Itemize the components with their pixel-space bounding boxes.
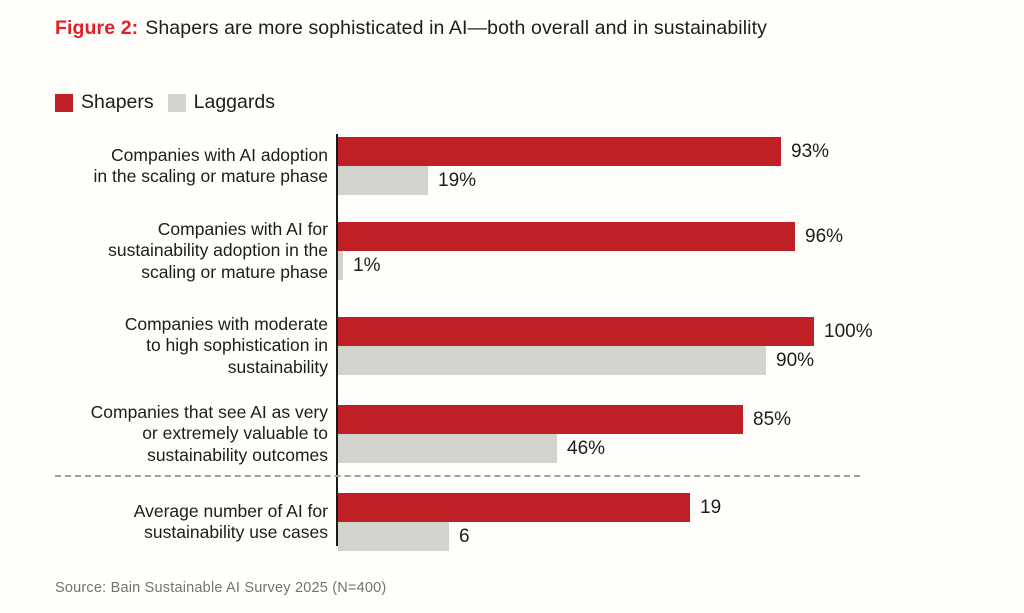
legend: Shapers Laggards — [55, 91, 275, 114]
bar-value-label: 93% — [791, 141, 830, 162]
figure-title: Figure 2: Shapers are more sophisticated … — [55, 17, 767, 40]
bar-value-label: 100% — [824, 321, 873, 342]
bar-laggards — [338, 166, 428, 195]
bar-value-label: 90% — [776, 350, 815, 371]
bar-value-label: 19% — [438, 170, 477, 191]
bar-shapers — [338, 222, 795, 251]
bar-laggards — [338, 434, 557, 463]
bar-laggards — [338, 522, 449, 551]
figure-title-text: Shapers are more sophisticated in AI—bot… — [145, 17, 767, 39]
dashed-divider — [55, 475, 860, 477]
bar-shapers — [338, 137, 781, 166]
bar-value-label: 85% — [753, 409, 792, 430]
bar-shapers — [338, 317, 814, 346]
bar-laggards — [338, 251, 343, 280]
bar-laggards — [338, 346, 766, 375]
y-axis-line — [336, 134, 338, 546]
bar-value-label: 46% — [567, 438, 606, 459]
bar-value-label: 19 — [700, 497, 722, 518]
bar-value-label: 1% — [353, 255, 381, 276]
legend-swatch-laggards — [167, 93, 186, 112]
legend-item-shapers: Shapers — [55, 91, 154, 114]
bar-shapers — [338, 405, 743, 434]
category-label: Companies with moderate to high sophisti… — [124, 313, 328, 377]
category-label: Companies with AI for sustainability ado… — [108, 218, 328, 282]
legend-label-laggards: Laggards — [193, 91, 275, 113]
category-label: Average number of AI for sustainability … — [133, 500, 328, 543]
category-label: Companies with AI adoption in the scalin… — [93, 144, 328, 187]
legend-swatch-shapers — [55, 93, 73, 112]
bar-shapers — [338, 493, 690, 522]
category-label: Companies that see AI as very or extreme… — [90, 401, 328, 465]
legend-item-laggards: Laggards — [167, 91, 275, 114]
bar-value-label: 96% — [805, 226, 844, 247]
legend-label-shapers: Shapers — [81, 91, 154, 113]
figure-number-label: Figure 2: — [55, 17, 139, 39]
source-note: Source: Bain Sustainable AI Survey 2025 … — [55, 580, 387, 596]
bar-value-label: 6 — [459, 526, 470, 547]
